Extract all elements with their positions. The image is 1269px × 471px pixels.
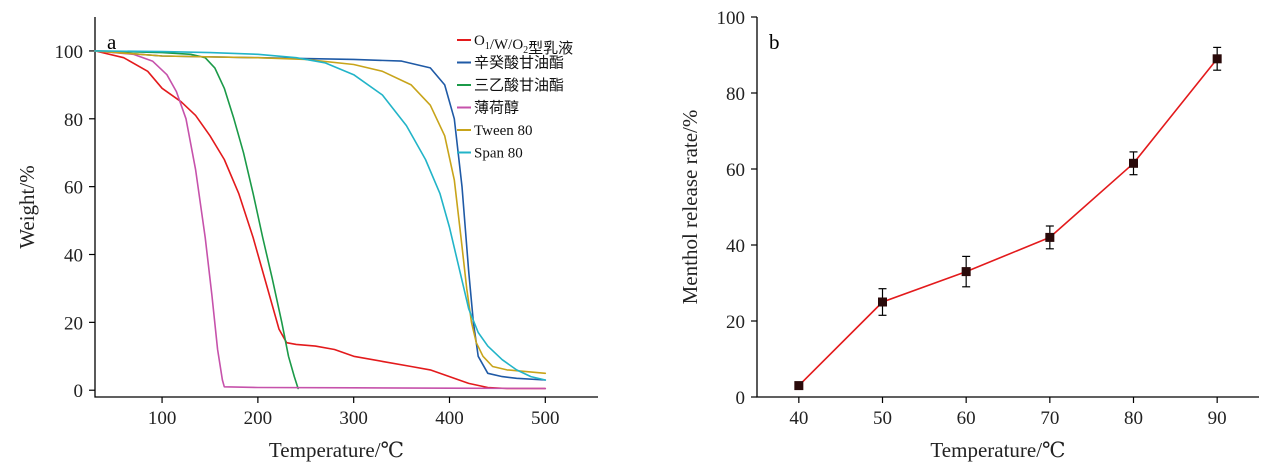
x-axis-title: Temperature/℃ [930,438,1065,462]
chart-panel-a: 100 200 300 400 500 0 20 40 60 80 100 Temperature/℃… [15,17,598,462]
y-tick-label: 80 [726,84,745,105]
legend-entry: 薄荷醇 [474,100,519,117]
y-tick-label: 40 [64,246,83,267]
legend-entry: Tween 80 [474,123,533,139]
x-tick-label: 50 [873,408,892,429]
x-tick-label: 500 [531,408,560,429]
x-tick-label: 400 [435,408,464,429]
y-tick-label: 40 [726,236,745,257]
y-tick-label: 60 [726,160,745,181]
y-tick-label: 100 [55,42,84,63]
series-line-4 [94,50,547,390]
x-tick-label: 90 [1208,408,1227,429]
data-point [961,267,971,277]
x-tick-label: 40 [789,408,808,429]
y-tick-label: 100 [717,8,746,29]
x-axis-title: Temperature/℃ [269,438,404,462]
axis-frame [94,17,598,398]
y-tick-label: 0 [74,381,84,402]
data-point [1129,158,1138,168]
x-tick-label: 60 [957,408,976,429]
x-tick-label: 80 [1124,408,1143,429]
y-tick-label: 0 [736,388,746,409]
y-tick-label: 80 [64,110,83,131]
chart-panel-b: 40 50 60 70 80 90 0 20 40 60 80 100 Temperature/℃ Men… [678,8,1259,462]
series-line-5 [94,50,547,375]
x-tick-label: 70 [1040,408,1059,429]
y-tick-label: 20 [64,313,83,334]
data-point [1212,54,1222,64]
data-point [1045,232,1055,242]
series-line-6 [94,50,547,381]
legend-entry: Span 80 [474,146,523,162]
panel-label: a [107,30,117,54]
series-line-3 [94,50,299,390]
x-tick-label: 300 [339,408,368,429]
x-tick-label: 200 [244,408,273,429]
legend-entry: 辛癸酸甘油酯 [474,55,564,72]
data-point [794,381,804,391]
axis-frame [756,17,1259,398]
y-tick-label: 60 [64,178,83,199]
y-axis-title: Menthol release rate/% [678,110,702,305]
data-point [878,297,887,307]
panel-label: b [769,30,780,54]
legend-entry: O1/W/O2型乳液 [474,33,573,57]
series-line-1 [797,57,1218,387]
y-tick-label: 20 [726,312,745,333]
y-axis-title: Weight/% [15,165,39,248]
legend-entry: 三乙酸甘油酯 [474,77,564,94]
x-tick-label: 100 [148,408,177,429]
